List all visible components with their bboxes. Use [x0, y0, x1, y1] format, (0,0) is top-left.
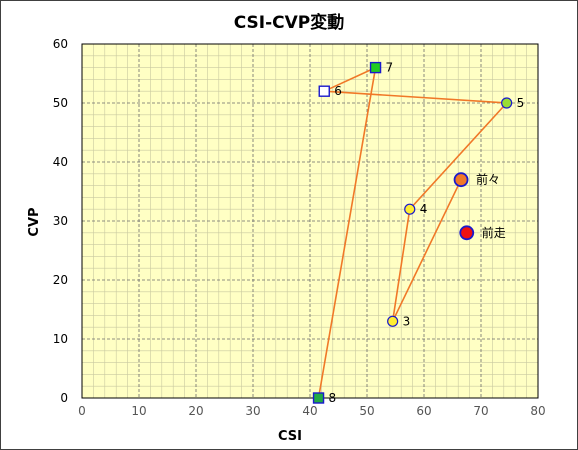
point-marker	[369, 61, 382, 74]
point-label: 7	[386, 61, 394, 75]
point-marker	[459, 225, 475, 241]
y-tick-label: 10	[53, 332, 68, 346]
x-tick-label: 20	[188, 404, 203, 418]
y-tick-label: 30	[53, 214, 68, 228]
point-label: 6	[334, 84, 342, 98]
x-tick-label: 10	[131, 404, 146, 418]
chart-title: CSI-CVP変動	[234, 12, 345, 33]
y-tick-label: 0	[60, 391, 68, 405]
x-tick-label: 80	[530, 404, 545, 418]
x-tick-label: 70	[473, 404, 488, 418]
x-axis-label: CSI	[278, 429, 302, 444]
y-tick-label: 60	[53, 37, 68, 51]
point-marker	[453, 172, 469, 188]
x-tick-label: 40	[302, 404, 317, 418]
point-label: 3	[403, 314, 411, 328]
point-marker	[387, 315, 399, 327]
y-tick-label: 20	[53, 273, 68, 287]
x-tick-label: 30	[245, 404, 260, 418]
point-marker	[312, 392, 325, 404]
x-tick-label: 50	[359, 404, 374, 418]
point-label: 8	[329, 391, 337, 405]
point-label: 5	[517, 96, 525, 110]
y-axis-label: CVP	[27, 207, 42, 236]
axis-ticks: 0 10 20 30 40 50 60 70 80 0 10 20 30 40 50 60	[53, 37, 546, 418]
point-marker	[404, 203, 416, 215]
point-marker	[501, 97, 513, 109]
data-series: 前走 前々 3 4 5 6 7 8	[312, 61, 525, 405]
point-label: 前々	[476, 172, 500, 187]
plot-border	[81, 43, 539, 399]
point-marker	[318, 85, 330, 97]
x-tick-label: 60	[416, 404, 431, 418]
point-label: 4	[420, 202, 428, 216]
point-label: 前走	[482, 225, 506, 240]
y-tick-label: 50	[53, 96, 68, 110]
y-tick-label: 40	[53, 155, 68, 169]
x-tick-label: 0	[78, 404, 86, 418]
